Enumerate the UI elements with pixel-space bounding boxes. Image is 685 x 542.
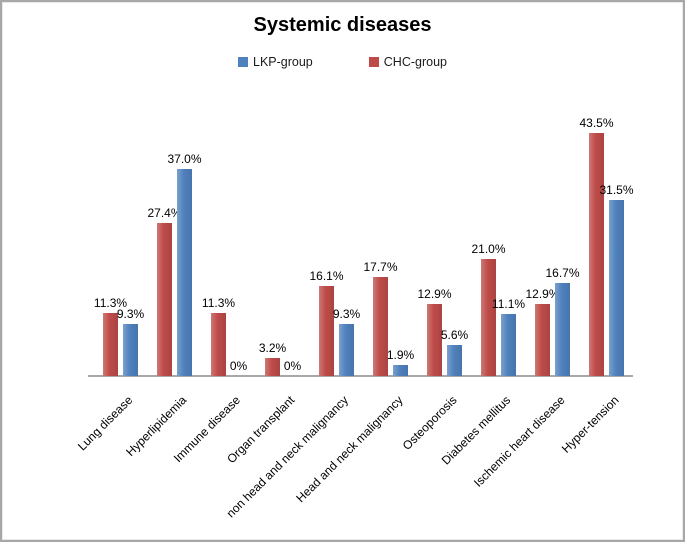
bar-lkp: [555, 283, 570, 376]
value-label-chc: 43.5%: [579, 116, 614, 130]
bar-chc: [103, 313, 118, 376]
value-label-chc: 27.4%: [147, 206, 182, 220]
bar-chc: [535, 304, 550, 376]
value-label-lkp: 1.9%: [386, 348, 415, 362]
bar-chc: [373, 277, 388, 376]
category-label: Ischemic heart disease: [470, 393, 568, 490]
value-label-chc: 3.2%: [258, 341, 287, 355]
legend: LKP-group CHC-group: [2, 55, 683, 69]
legend-label: LKP-group: [253, 55, 313, 69]
value-label-lkp: 11.1%: [491, 297, 526, 311]
bar-lkp: [393, 365, 408, 376]
legend-swatch-chc: [368, 57, 379, 67]
bar-chc: [427, 304, 442, 376]
value-label-lkp: 5.6%: [440, 328, 469, 342]
legend-swatch-lkp: [238, 57, 248, 67]
value-label-lkp: 37.0%: [167, 152, 202, 166]
value-label-lkp: 31.5%: [599, 183, 634, 197]
bar-lkp: [339, 324, 354, 376]
value-label-lkp: 9.3%: [332, 307, 361, 321]
bar-chc: [589, 133, 604, 376]
category-label: Osteoporosis: [399, 393, 460, 453]
bar-lkp: [177, 169, 192, 376]
bar-chc: [319, 286, 334, 376]
legend-item-chc: CHC-group: [368, 55, 447, 69]
x-axis-line: [88, 375, 633, 377]
value-label-chc: 12.9%: [525, 287, 560, 301]
chart-title: Systemic diseases: [253, 14, 432, 36]
bar-lkp: [123, 324, 138, 376]
legend-label: CHC-group: [383, 55, 447, 69]
bar-lkp: [447, 345, 462, 376]
value-label-chc: 16.1%: [309, 269, 344, 283]
bar-chc: [157, 223, 172, 376]
value-label-chc: 21.0%: [471, 242, 506, 256]
value-label-lkp: 16.7%: [545, 266, 580, 280]
value-label-chc: 11.3%: [201, 296, 236, 310]
bar-chc: [211, 313, 226, 376]
value-label-lkp: 0%: [283, 359, 302, 373]
value-label-lkp: 0%: [229, 359, 248, 373]
category-label: Head and neck malignancy: [293, 393, 406, 506]
legend-item-lkp: LKP-group: [238, 55, 313, 69]
bar-lkp: [501, 314, 516, 376]
value-label-lkp: 9.3%: [116, 307, 145, 321]
value-label-chc: 12.9%: [417, 287, 452, 301]
bar-chc: [481, 259, 496, 376]
bar-lkp: [609, 200, 624, 376]
value-label-chc: 17.7%: [363, 260, 398, 274]
bar-chc: [265, 358, 280, 376]
value-label-chc: 11.3%: [93, 296, 128, 310]
